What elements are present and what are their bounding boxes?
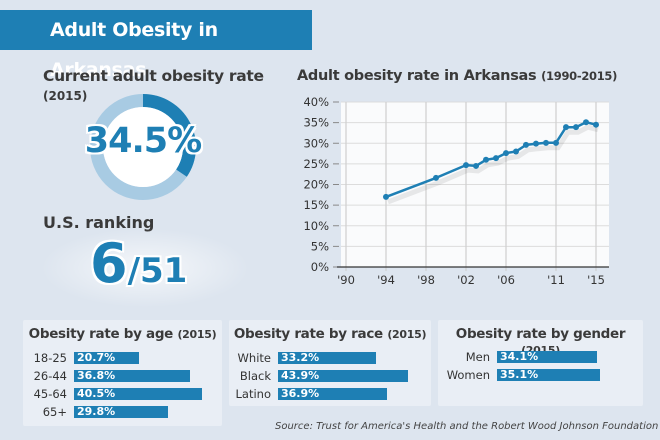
panel-age-title: Obesity rate by age (2015) — [23, 326, 222, 342]
y-tick-label: 10% — [303, 219, 329, 233]
bar-row: 45-64 40.5% — [23, 387, 222, 401]
data-point — [513, 148, 519, 155]
ranking-rank: 6 — [90, 232, 128, 295]
ranking-label: U.S. ranking — [43, 213, 155, 232]
data-point — [563, 124, 569, 131]
y-tick-label: 20% — [303, 178, 329, 192]
x-tick-label: '11 — [547, 273, 565, 287]
bar-row: 18-25 20.7% — [23, 351, 222, 365]
bar: 43.9% — [278, 370, 408, 382]
bar: 34.1% — [497, 350, 598, 363]
bar-category-label: 45-64 — [33, 387, 67, 401]
line-chart-title-text: Adult obesity rate in Arkansas — [297, 68, 537, 84]
bar-row: White 33.2% — [229, 351, 431, 365]
page-title: Adult Obesity in Arkansas — [0, 10, 312, 81]
bar-category-label: White — [237, 351, 271, 365]
series-line — [385, 120, 597, 199]
x-tick-label: '02 — [457, 273, 475, 287]
data-point — [463, 162, 469, 169]
data-point — [533, 140, 539, 147]
bar-row: Black 43.9% — [229, 369, 431, 383]
bar-value-label: 20.7% — [77, 351, 116, 364]
panel-age-title-text: Obesity rate by age — [28, 326, 174, 342]
bar-category-label: Black — [239, 369, 271, 383]
current-rate-value: 34.5% — [84, 121, 202, 161]
data-point — [433, 174, 439, 181]
x-tick-label: '15 — [587, 273, 605, 287]
bar-category-label: Men — [465, 350, 490, 364]
y-tick-label: 0% — [311, 260, 329, 274]
bar-value-label: 40.5% — [77, 387, 116, 400]
data-point — [553, 139, 559, 146]
bar-value-label: 36.8% — [77, 369, 116, 382]
ranking-glow — [40, 228, 250, 308]
bar-category-label: Women — [446, 368, 490, 382]
bar-row: Latino 36.9% — [229, 387, 431, 401]
panel-race-subtitle: (2015) — [387, 328, 427, 341]
data-point — [473, 162, 479, 169]
data-point — [383, 193, 389, 200]
bar: 20.7% — [74, 351, 140, 364]
donut-center — [103, 107, 183, 187]
bar-value-label: 34.1% — [500, 350, 539, 363]
x-tick-label: '94 — [377, 273, 395, 287]
bar-category-label: 26-44 — [33, 369, 67, 383]
y-tick-label: 35% — [303, 116, 329, 130]
donut-value-arc — [142, 94, 196, 177]
current-rate-label: Current adult obesity rate — [43, 67, 264, 85]
bar-value-label: 33.2% — [281, 351, 320, 364]
bar-value-label: 35.1% — [500, 368, 539, 381]
data-point — [573, 124, 579, 131]
bar-row: 26-44 36.8% — [23, 369, 222, 383]
panel-race: Obesity rate by race (2015) White 33.2% Bl… — [229, 320, 431, 406]
current-rate-donut — [90, 94, 196, 200]
panel-gender: Obesity rate by gender (2015) Men34.1%Wo… — [438, 320, 643, 406]
bar: 33.2% — [278, 351, 377, 364]
bar: 35.1% — [497, 369, 600, 381]
data-point — [483, 156, 489, 163]
ranking-total: /51 — [127, 251, 188, 291]
y-tick-label: 40% — [303, 95, 329, 109]
current-rate-year: (2015) — [43, 89, 88, 103]
line-chart: 0% 5% 10% 15% 20% 25% 30% 35% 40% '90 '94 '98 '02 '06… — [303, 95, 609, 287]
data-point — [593, 121, 599, 128]
series-shadow — [387, 124, 599, 205]
bar-row: 65+ 29.8% — [23, 405, 222, 419]
x-tick-label: '06 — [497, 273, 515, 287]
bar: 36.9% — [278, 387, 388, 400]
panel-gender-title-text: Obesity rate by gender — [455, 326, 626, 342]
data-point — [503, 150, 509, 157]
data-point — [583, 119, 589, 126]
bar: 40.5% — [74, 388, 202, 400]
panel-age-subtitle: (2015) — [177, 328, 217, 341]
y-tick-label: 30% — [303, 136, 329, 150]
panel-age: Obesity rate by age (2015) 18-25 20.7% 26-… — [23, 320, 222, 426]
bar: 36.8% — [74, 369, 191, 382]
line-chart-title: Adult obesity rate in Arkansas (1990-201… — [297, 68, 617, 84]
bar-value-label: 43.9% — [281, 369, 320, 382]
ranking-value: 6/51 — [90, 232, 187, 295]
y-tick-label: 15% — [303, 198, 329, 212]
data-point — [523, 141, 529, 148]
bar-value-label: 29.8% — [77, 405, 116, 418]
data-point — [543, 139, 549, 146]
bar-category-label: 65+ — [42, 405, 67, 419]
bar-row: Women 35.1% — [438, 368, 643, 382]
y-tick-label: 5% — [311, 239, 329, 253]
data-point — [493, 155, 499, 162]
x-tick-label: '90 — [337, 273, 355, 287]
bar-category-label: 18-25 — [33, 351, 67, 365]
y-tick-label: 25% — [303, 157, 329, 171]
line-chart-subtitle: (1990-2015) — [541, 69, 618, 83]
bar: 29.8% — [74, 405, 169, 418]
bar-category-label: Latino — [235, 387, 271, 401]
panel-race-title-text: Obesity rate by race — [233, 326, 383, 342]
bar-row: Men 34.1% — [438, 350, 643, 364]
bar-value-label: 36.9% — [281, 387, 320, 400]
panel-race-title: Obesity rate by race (2015) — [229, 326, 431, 342]
x-tick-label: '98 — [417, 273, 435, 287]
source-note: Source: Trust for America's Health and t… — [275, 421, 659, 432]
